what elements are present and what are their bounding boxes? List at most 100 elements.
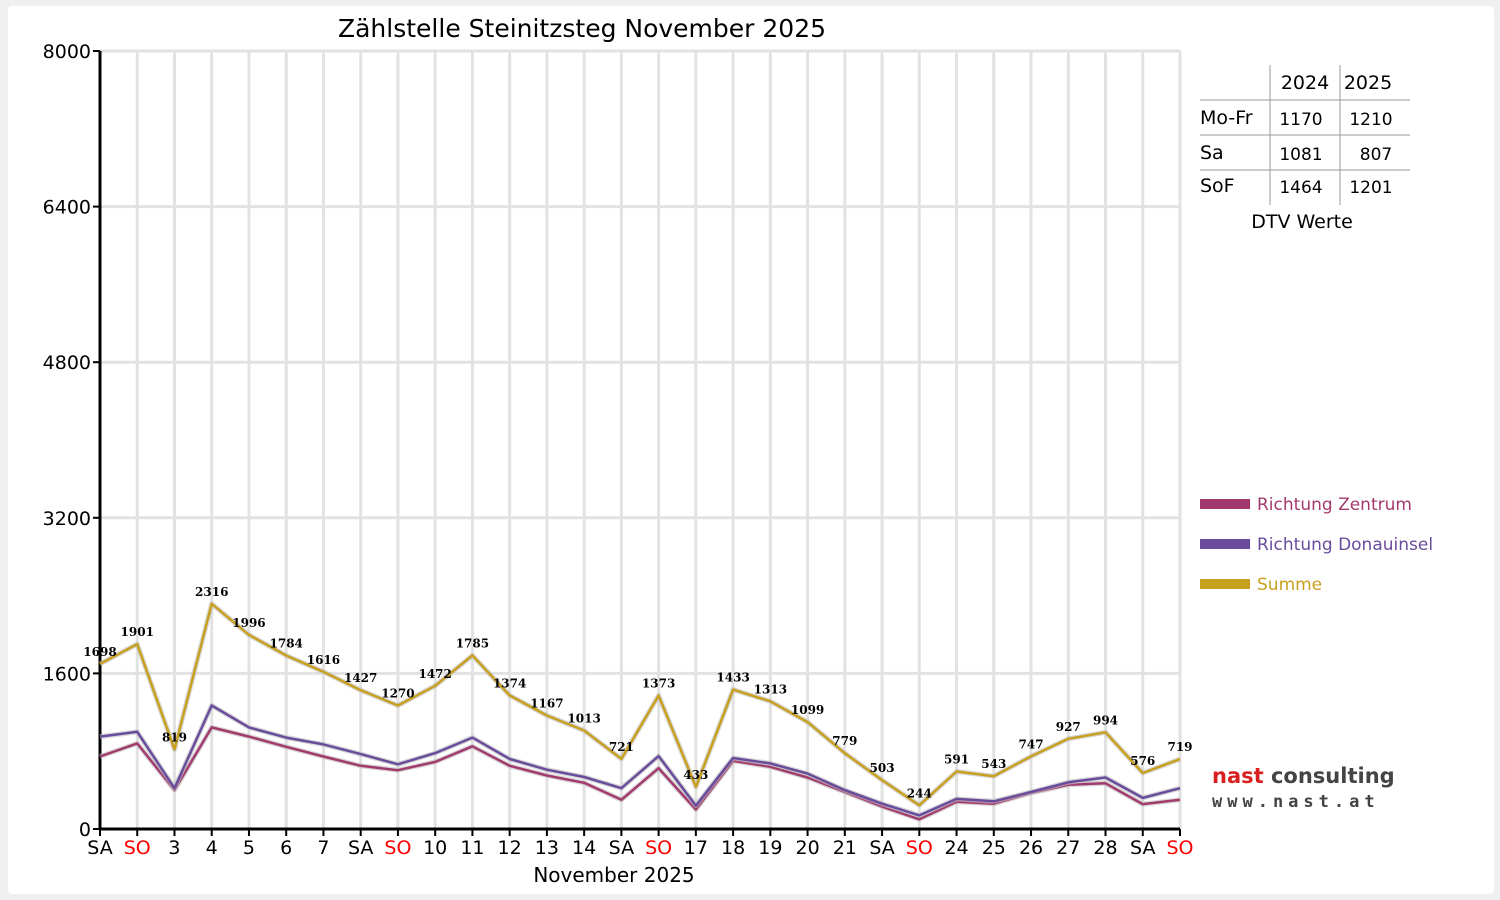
x-tick-label: 27 [1056, 837, 1080, 859]
legend-label-zentrum: Richtung Zentrum [1257, 495, 1412, 515]
data-label: 1901 [121, 625, 154, 639]
data-label: 1313 [754, 682, 787, 696]
dtv-cell: 1210 [1349, 110, 1392, 130]
x-axis-title: November 2025 [533, 863, 694, 887]
legend: Richtung Zentrum Richtung Donauinsel Sum… [1200, 495, 1433, 595]
y-tick-label: 3200 [43, 508, 91, 530]
y-tick-label: 1600 [43, 663, 91, 685]
data-label: 244 [907, 786, 932, 800]
data-labels: 1698 1901 819 2316 1996 1784 1616 1427 1270 1472 1… [83, 585, 1192, 801]
data-label: 994 [1093, 713, 1118, 727]
dtv-cell: 1464 [1279, 178, 1322, 198]
dtv-header-2024: 2024 [1281, 72, 1329, 94]
data-label: 1374 [493, 676, 526, 690]
logo-word-consulting: consulting [1270, 764, 1395, 788]
data-label: 576 [1130, 754, 1155, 768]
legend-label-summe: Summe [1257, 575, 1322, 595]
x-tick-label: 12 [498, 837, 522, 859]
x-tick-label: SA [869, 837, 894, 859]
data-label: 433 [683, 768, 708, 782]
dtv-caption: DTV Werte [1251, 211, 1353, 233]
y-tick-label: 8000 [43, 41, 91, 63]
legend-swatch-zentrum [1200, 499, 1250, 509]
legend-swatch-donauinsel [1200, 539, 1250, 549]
data-label: 591 [944, 753, 969, 767]
x-tick-label: 4 [206, 837, 218, 859]
x-axis-ticks: SA SO 3 4 5 6 7 SA SO 10 11 12 13 14 SA SO 17 18 19 20 21 SA S… [87, 829, 1194, 859]
x-tick-label: SA [1130, 837, 1155, 859]
dtv-cell: 1170 [1279, 110, 1322, 130]
series-line-donauinsel [99, 704, 1181, 817]
x-tick-label: SA [87, 837, 112, 859]
series-lines [98, 601, 1181, 822]
x-tick-label: 14 [572, 837, 596, 859]
dtv-header-2025: 2025 [1344, 72, 1392, 94]
data-label: 1013 [567, 711, 600, 725]
dtv-cell: 807 [1360, 145, 1392, 165]
axes [98, 51, 1180, 831]
data-label: 503 [870, 761, 895, 775]
x-tick-label: SO [384, 837, 411, 859]
x-tick-label: SO [1166, 837, 1193, 859]
x-tick-label: 13 [535, 837, 559, 859]
y-tick-label: 0 [79, 819, 91, 841]
y-tick-label: 4800 [43, 352, 91, 374]
data-label: 1433 [716, 671, 749, 685]
data-label: 1099 [791, 703, 824, 717]
data-label: 1784 [270, 637, 303, 651]
data-label: 927 [1056, 720, 1081, 734]
data-label: 1270 [381, 686, 414, 700]
logo-url: www.nast.at [1212, 792, 1380, 812]
dtv-cell: 1201 [1349, 178, 1392, 198]
x-tick-label: 25 [982, 837, 1006, 859]
series-line-summe [99, 602, 1181, 807]
x-tick-label: 20 [795, 837, 819, 859]
y-axis-ticks: 0 1600 3200 4800 6400 8000 [43, 41, 100, 841]
dtv-cell: 1081 [1279, 145, 1322, 165]
data-label: 819 [162, 730, 187, 744]
data-label: 543 [981, 757, 1006, 771]
legend-swatch-summe [1200, 579, 1250, 589]
data-label: 719 [1167, 740, 1192, 754]
x-tick-label: SO [906, 837, 933, 859]
data-label: 1698 [83, 645, 116, 659]
logo-wordmark: nast consulting [1212, 764, 1395, 788]
x-tick-label: SO [124, 837, 151, 859]
x-tick-label: SA [348, 837, 373, 859]
x-tick-label: 11 [460, 837, 484, 859]
x-tick-label: 21 [833, 837, 857, 859]
data-label: 1427 [344, 671, 377, 685]
x-tick-label: SO [645, 837, 672, 859]
grid [100, 49, 1182, 829]
y-tick-label: 6400 [43, 197, 91, 219]
x-tick-label: 28 [1093, 837, 1117, 859]
x-tick-label: 18 [721, 837, 745, 859]
x-tick-label: SA [609, 837, 634, 859]
data-label: 779 [832, 734, 857, 748]
x-tick-label: 24 [944, 837, 968, 859]
data-label: 1616 [307, 653, 340, 667]
x-tick-label: 6 [280, 837, 292, 859]
logo-word-nast: nast [1212, 764, 1271, 788]
data-label: 721 [609, 740, 634, 754]
dtv-row-label: Sa [1200, 142, 1224, 164]
x-tick-label: 10 [423, 837, 447, 859]
chart-panel [8, 6, 1494, 894]
x-tick-label: 17 [684, 837, 708, 859]
data-label: 747 [1019, 737, 1044, 751]
data-label: 1373 [642, 676, 675, 690]
data-label: 2316 [195, 585, 228, 599]
chart-title: Zählstelle Steinitzsteg November 2025 [338, 14, 826, 43]
dtv-row-label: SoF [1200, 175, 1235, 197]
legend-label-donauinsel: Richtung Donauinsel [1257, 535, 1433, 555]
x-tick-label: 7 [317, 837, 329, 859]
data-label: 1167 [530, 697, 563, 711]
data-label: 1785 [456, 636, 489, 650]
data-label: 1472 [418, 667, 451, 681]
dtv-row-label: Mo-Fr [1200, 107, 1253, 129]
x-tick-label: 26 [1019, 837, 1043, 859]
dtv-table: 2024 2025 Mo-Fr 1170 1210 Sa 1081 807 So… [1200, 65, 1410, 233]
data-label: 1996 [232, 616, 265, 630]
